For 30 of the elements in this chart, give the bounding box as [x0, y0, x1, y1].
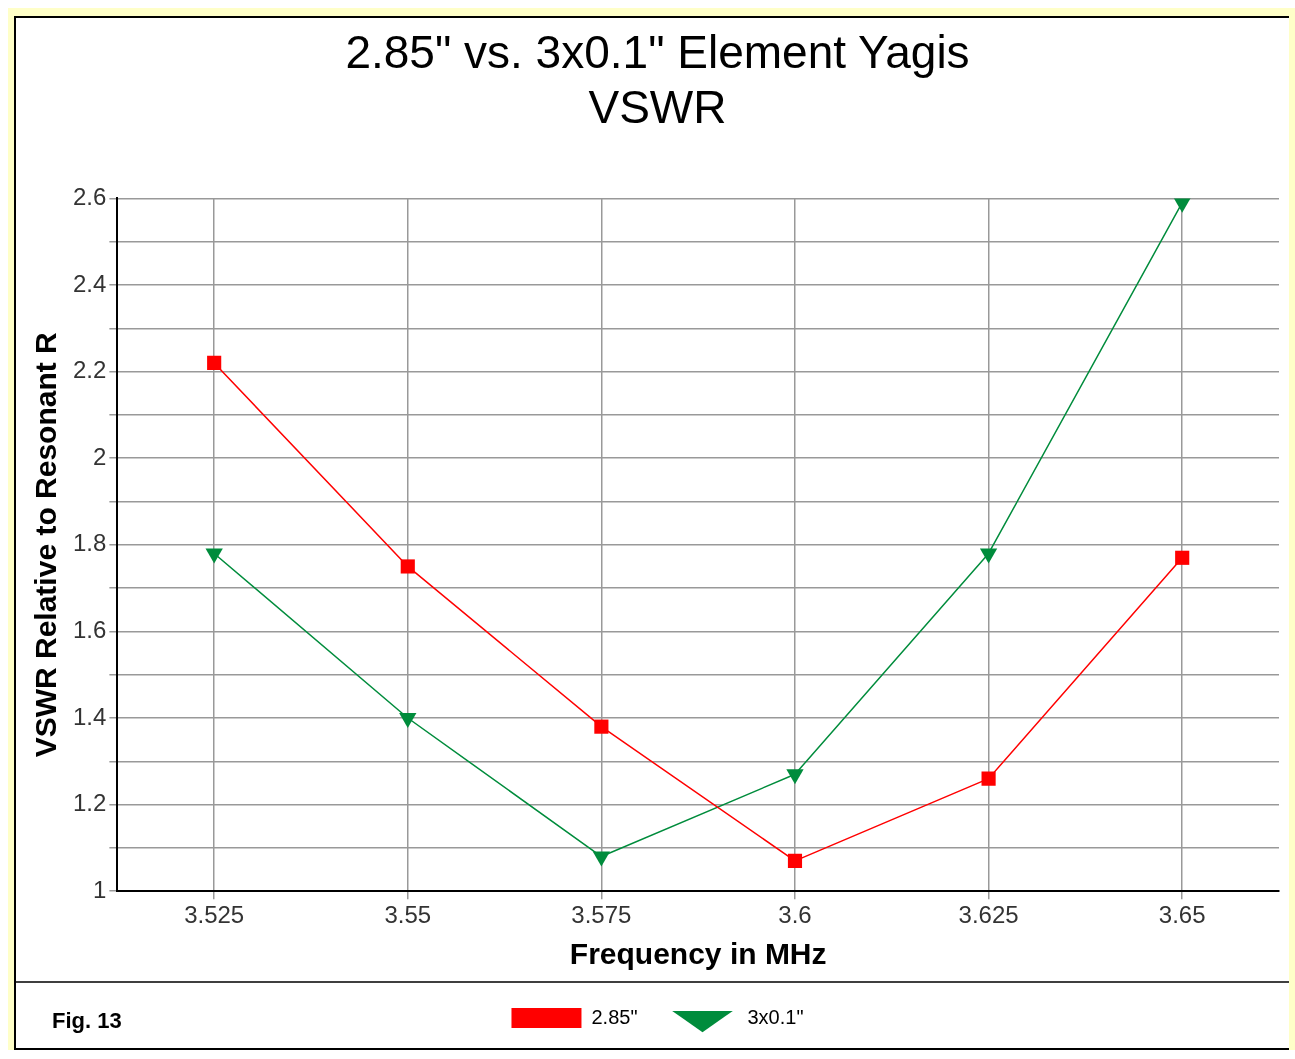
y-axis-title: VSWR Relative to Resonant R: [29, 331, 63, 758]
point: [594, 719, 609, 734]
y-tick-label: 1.6: [72, 616, 107, 644]
point: [205, 548, 223, 564]
legend-label: 2.85": [591, 1005, 638, 1028]
point: [207, 355, 222, 371]
caption: Fig. 13: [52, 1008, 122, 1034]
point: [400, 559, 415, 574]
legend-label: 3x0.1": [747, 1005, 804, 1028]
y-tick-label: 2.6: [72, 183, 107, 211]
x-tick-label: 3.6: [778, 901, 812, 929]
x-tick-label: 3.525: [184, 901, 245, 929]
y-tick-label: 2.2: [72, 356, 107, 384]
point: [981, 771, 996, 786]
y-tick-label: 1: [93, 875, 107, 903]
chart-subtitle: VSWR: [588, 81, 727, 134]
y-tick-label: 1.8: [72, 529, 107, 557]
x-tick-label: 3.625: [958, 901, 1019, 929]
y-tick-label: 1.2: [72, 789, 107, 817]
point: [979, 548, 998, 564]
chart-title: 2.85" vs. 3x0.1" Element Yagis: [345, 26, 970, 79]
y-tick-label: 1.4: [72, 702, 107, 730]
x-axis-title: Frequency in MHz: [569, 937, 827, 971]
point: [1175, 550, 1190, 565]
x-tick-label: 3.65: [1158, 901, 1206, 929]
point: [787, 853, 803, 868]
y-tick-label: 2.4: [72, 269, 107, 297]
x-tick-label: 3.55: [384, 901, 432, 929]
y-tick-label: 2: [93, 442, 107, 470]
x-tick-label: 3.575: [571, 901, 632, 929]
